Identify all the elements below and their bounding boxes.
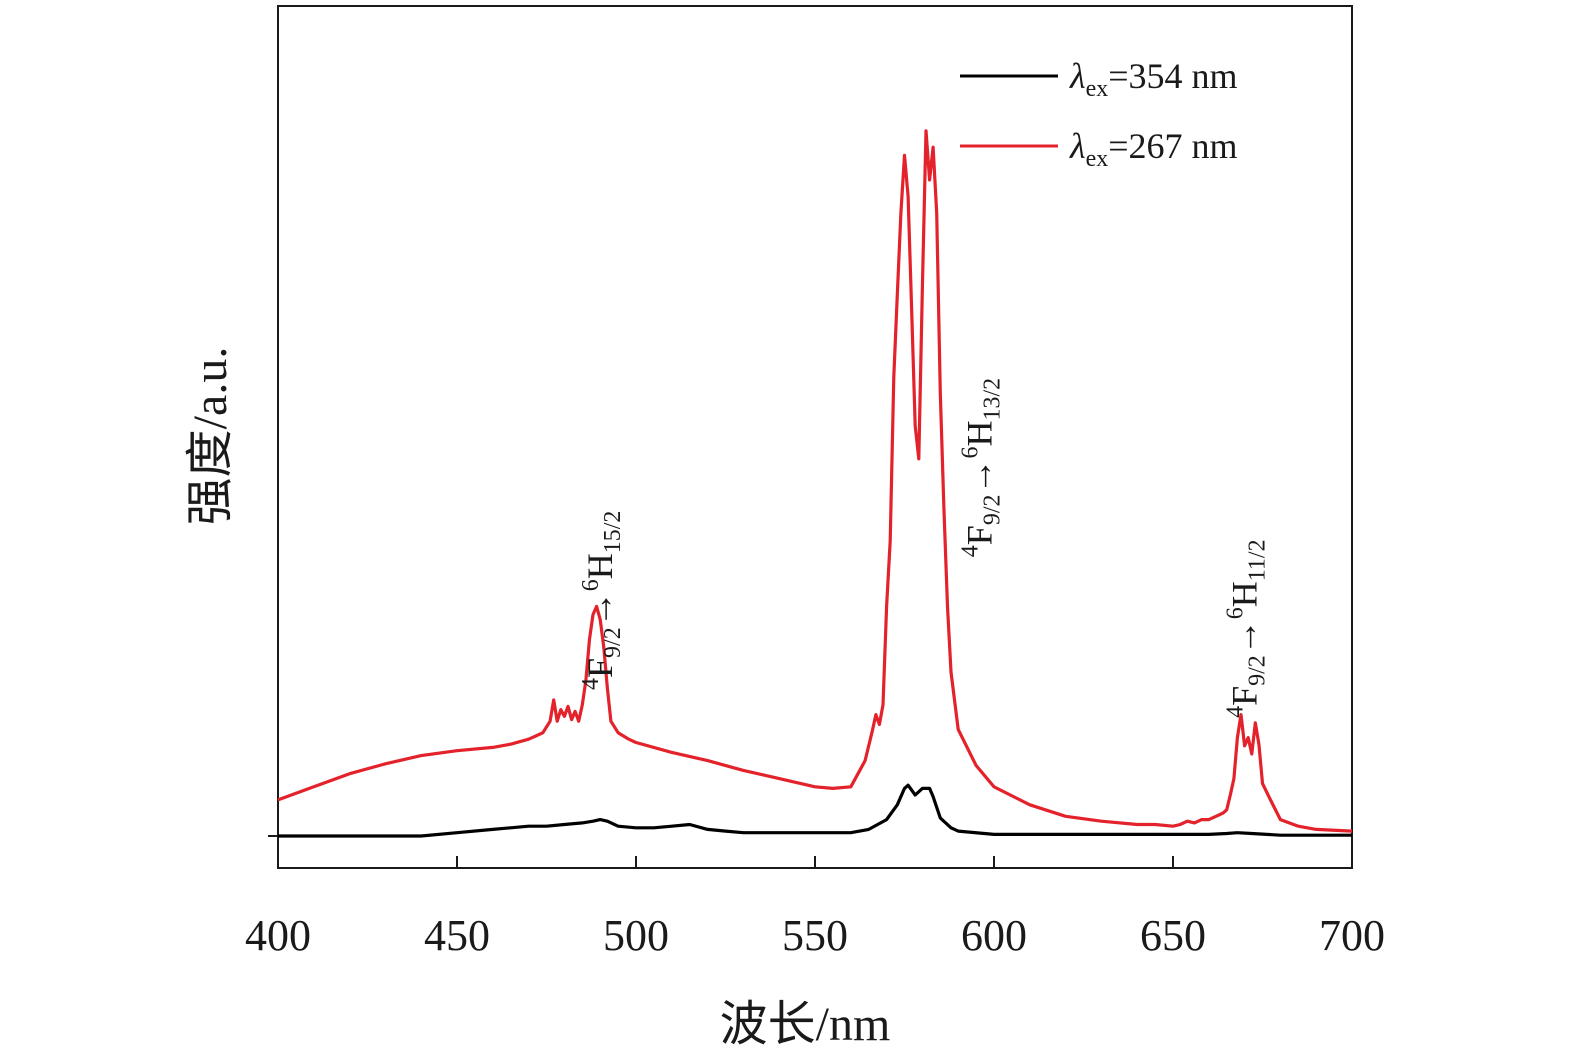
x-tick-label: 400 <box>245 911 311 960</box>
x-tick-label: 600 <box>961 911 1027 960</box>
x-tick-label: 500 <box>603 911 669 960</box>
x-tick-label: 650 <box>1140 911 1206 960</box>
legend: λex=354 nm λex=267 nm <box>960 56 1238 172</box>
transition-label-1: 4F9/2→6H15/2 <box>578 511 626 690</box>
annotation-layer: 4F9/2→6H15/2 4F9/2→6H13/2 4F9/2→6H11/2 <box>578 378 1270 718</box>
legend-label: λex=354 nm <box>1069 56 1238 102</box>
transition-label-2: 4F9/2→6H13/2 <box>958 378 1006 557</box>
legend-label: λex=267 nm <box>1069 126 1238 172</box>
series-line-1 <box>278 783 1352 838</box>
tick-layer: 400 450 500 550 600 650 700 <box>245 835 1385 960</box>
y-axis-title: 强度/a.u. <box>184 347 237 526</box>
transition-label-3: 4F9/2→6H11/2 <box>1223 539 1271 717</box>
series-line-2 <box>277 129 1353 833</box>
x-tick-label: 550 <box>782 911 848 960</box>
x-axis-title: 波长/nm <box>720 998 891 1051</box>
series-layer <box>277 129 1353 838</box>
x-tick-label: 450 <box>424 911 490 960</box>
x-tick-label: 700 <box>1319 911 1385 960</box>
